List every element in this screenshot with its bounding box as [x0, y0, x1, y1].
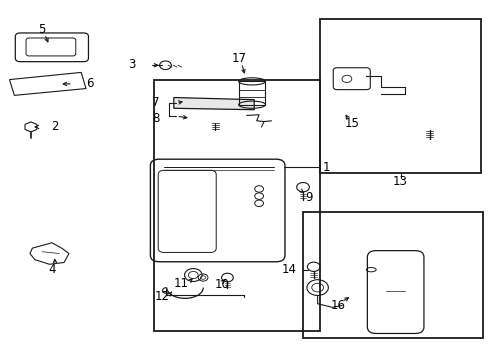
Text: 13: 13 [392, 175, 407, 188]
Text: 9: 9 [305, 191, 312, 204]
Polygon shape [173, 98, 254, 110]
Text: 11: 11 [173, 278, 188, 291]
Text: 6: 6 [86, 77, 94, 90]
Bar [320, 19, 480, 173]
Text: 12: 12 [155, 290, 170, 303]
Text: 17: 17 [232, 51, 246, 64]
Text: 2: 2 [51, 121, 59, 134]
Bar [303, 212, 483, 338]
Text: 5: 5 [39, 23, 46, 36]
Bar [238, 81, 265, 105]
Text: 1: 1 [322, 161, 329, 174]
Text: 4: 4 [48, 263, 56, 276]
Text: 10: 10 [215, 278, 229, 291]
Text: 3: 3 [128, 58, 136, 71]
Text: 7: 7 [152, 96, 159, 109]
Text: 8: 8 [152, 112, 159, 125]
Text: 14: 14 [282, 263, 297, 276]
Bar [154, 80, 320, 330]
Text: 15: 15 [344, 117, 359, 130]
Text: 16: 16 [330, 299, 346, 312]
